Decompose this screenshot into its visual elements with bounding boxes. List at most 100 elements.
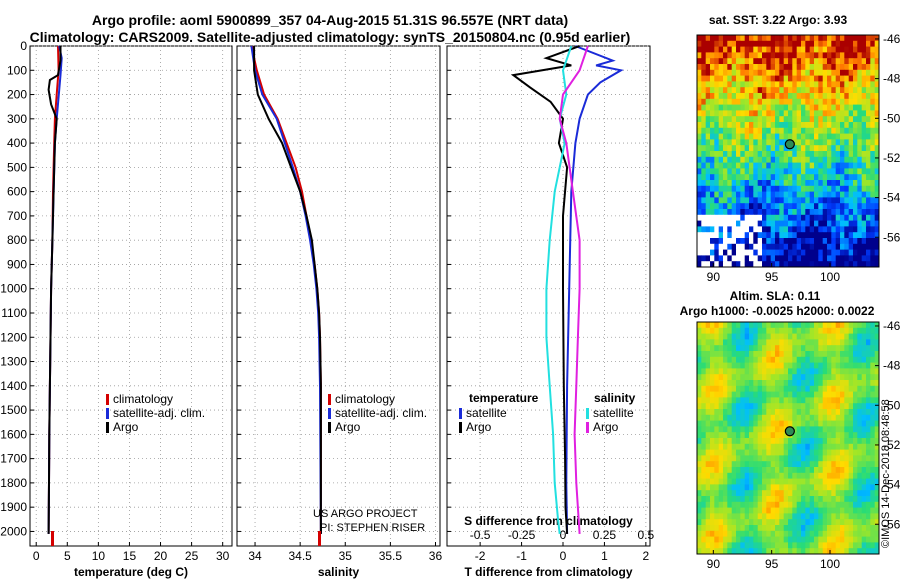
map-cell [731, 133, 737, 140]
map-cell [714, 467, 720, 474]
map-cell [857, 197, 863, 204]
map-cell [848, 174, 854, 181]
map-cell [870, 548, 876, 555]
map-cell [740, 40, 746, 48]
map-cell [818, 414, 824, 422]
map-cell [805, 374, 811, 381]
map-cell [757, 255, 763, 262]
map-cell [727, 104, 733, 111]
map-cell [801, 255, 806, 262]
map-cell [827, 385, 832, 393]
map-cell [831, 484, 837, 491]
map-cell [853, 133, 858, 140]
map-cell [796, 403, 802, 410]
map-cell [788, 519, 793, 526]
map-cell [723, 93, 728, 100]
map-cell [801, 414, 806, 422]
map-cell [861, 64, 867, 71]
map-cell [840, 391, 845, 398]
map-cell [796, 461, 802, 468]
map-cell [736, 501, 741, 509]
map-cell [796, 426, 802, 433]
map-cell [710, 356, 715, 364]
map-cell [705, 139, 711, 146]
map-cell [714, 122, 720, 129]
map-cell [740, 536, 746, 543]
map-cell [744, 536, 750, 543]
map-cell [835, 232, 841, 239]
map-cell [701, 180, 707, 187]
map-cell [710, 536, 715, 543]
map-cell [870, 455, 876, 462]
map-cell [779, 536, 785, 543]
map-cell [809, 455, 815, 462]
map-cell [840, 542, 845, 549]
map-cell [727, 380, 733, 387]
map-cell [762, 220, 767, 227]
map-cell [697, 374, 702, 381]
map-cell [740, 368, 746, 375]
map-cell [705, 443, 711, 451]
map-cell [757, 156, 763, 164]
map-cell [705, 432, 711, 439]
map-cell [848, 226, 854, 233]
map-cell [801, 226, 806, 233]
map-cell [822, 322, 828, 329]
map-cell [866, 403, 871, 410]
map-cell [705, 110, 711, 117]
map-cell [788, 40, 793, 48]
map-cell [822, 403, 828, 410]
map-cell [827, 191, 832, 198]
map-cell [753, 455, 759, 462]
map-cell [840, 414, 845, 422]
map-cell [749, 351, 754, 358]
map-cell [770, 356, 776, 364]
map-cell [736, 345, 741, 352]
map-cell [822, 191, 828, 198]
map-cell [822, 496, 828, 503]
map-cell [840, 455, 845, 462]
map-cell [705, 327, 711, 335]
map-cell [705, 455, 711, 462]
map-cell [740, 327, 746, 335]
map-cell [827, 174, 832, 181]
map-cell [788, 525, 793, 532]
map-cell [731, 391, 737, 398]
map-cell [792, 385, 798, 393]
map-cell [757, 75, 763, 82]
map-cell [801, 81, 806, 88]
map-cell [827, 145, 832, 152]
map-y-tick-label: -48 [883, 72, 900, 86]
map-cell [805, 403, 811, 410]
map-cell [822, 220, 828, 227]
map-cell [701, 209, 707, 216]
map-cell [866, 40, 871, 48]
map-cell [779, 81, 785, 88]
map-cell [818, 168, 824, 175]
map-cell [861, 455, 867, 462]
map-cell [861, 232, 867, 239]
map-cell [805, 58, 811, 65]
map-cell [788, 64, 793, 71]
map-cell [831, 519, 837, 526]
map-cell [775, 226, 780, 233]
map-cell [701, 122, 707, 129]
map-cell [822, 87, 828, 94]
map-cell [705, 409, 711, 416]
map-cell [701, 490, 707, 497]
map-cell [757, 209, 763, 216]
map-cell [857, 116, 863, 123]
map-cell [814, 255, 819, 262]
map-cell [857, 156, 863, 164]
map-cell [775, 339, 780, 346]
map-cell [861, 548, 867, 555]
x-tick-label-s: 0 [560, 528, 567, 542]
map-cell [835, 64, 841, 71]
map-cell [792, 368, 798, 375]
map-cell [749, 380, 754, 387]
map-cell [710, 438, 715, 445]
map-cell [831, 455, 837, 462]
legend-entry: satellite-adj. clim. [335, 406, 427, 420]
map-cell [705, 87, 711, 94]
map-cell [697, 438, 702, 445]
